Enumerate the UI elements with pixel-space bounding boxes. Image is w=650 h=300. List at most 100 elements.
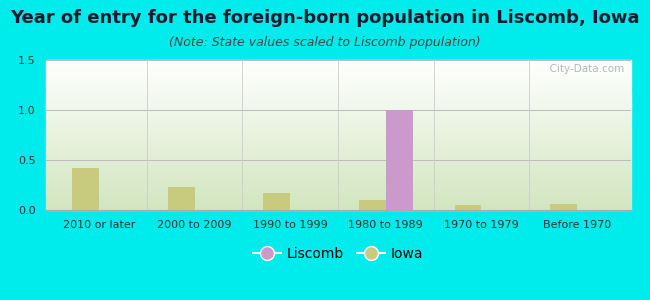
Bar [46, 202, 630, 203]
Bar [46, 184, 630, 185]
Bar [46, 96, 630, 97]
Bar [46, 92, 630, 93]
Bar [46, 199, 630, 200]
Bar [46, 76, 630, 77]
Bar [46, 127, 630, 128]
Bar [46, 85, 630, 86]
Bar [46, 201, 630, 202]
Bar [168, 187, 194, 210]
Bar [46, 204, 630, 205]
Bar [46, 148, 630, 149]
Bar [46, 179, 630, 180]
Bar [46, 165, 630, 166]
Bar [46, 151, 630, 152]
Bar [46, 107, 630, 108]
Bar [46, 116, 630, 117]
Bar [46, 202, 630, 203]
Bar [46, 129, 630, 130]
Bar [46, 177, 630, 178]
Bar [46, 136, 630, 137]
Bar [46, 81, 630, 82]
Bar [46, 74, 630, 75]
Bar [46, 99, 630, 100]
Bar [46, 143, 630, 144]
Bar [46, 118, 630, 119]
Bar [46, 113, 630, 114]
Bar [46, 168, 630, 169]
Bar [46, 171, 630, 172]
Bar [46, 70, 630, 71]
Bar [46, 156, 630, 157]
Bar [46, 93, 630, 94]
Bar [46, 181, 630, 182]
Bar [46, 72, 630, 73]
Bar [46, 66, 630, 67]
Bar [551, 204, 577, 210]
Bar [46, 200, 630, 201]
Bar [46, 125, 630, 126]
Bar [46, 197, 630, 198]
Bar [46, 64, 630, 65]
Bar [46, 82, 630, 83]
Bar [46, 62, 630, 63]
Bar [46, 83, 630, 84]
Bar [46, 98, 630, 99]
Bar [46, 135, 630, 136]
Bar [46, 84, 630, 85]
Bar [46, 106, 630, 107]
Bar [46, 154, 630, 155]
Bar [46, 104, 630, 105]
Bar [46, 110, 630, 111]
Bar [359, 200, 386, 210]
Bar [46, 152, 630, 153]
Bar [46, 142, 630, 143]
Bar [46, 192, 630, 193]
Bar [46, 169, 630, 170]
Bar [46, 102, 630, 103]
Bar [46, 122, 630, 123]
Bar [46, 68, 630, 69]
Bar [46, 160, 630, 161]
Bar [46, 91, 630, 92]
Bar [46, 126, 630, 127]
Bar [46, 158, 630, 159]
Bar [46, 161, 630, 162]
Bar [46, 134, 630, 135]
Text: City-Data.com: City-Data.com [543, 64, 625, 74]
Bar [46, 147, 630, 148]
Bar [46, 61, 630, 62]
Bar [46, 118, 630, 119]
Bar [46, 115, 630, 116]
Bar [46, 100, 630, 101]
Legend: Liscomb, Iowa: Liscomb, Iowa [247, 241, 429, 266]
Bar [46, 144, 630, 145]
Bar [386, 110, 413, 210]
Bar [46, 108, 630, 109]
Bar [46, 183, 630, 184]
Bar [46, 167, 630, 168]
Bar [46, 69, 630, 70]
Bar [46, 207, 630, 208]
Bar [46, 163, 630, 164]
Bar [46, 203, 630, 204]
Bar [46, 97, 630, 98]
Bar [46, 112, 630, 113]
Bar [46, 173, 630, 174]
Bar [46, 187, 630, 188]
Bar [46, 133, 630, 134]
Bar [46, 137, 630, 138]
Bar [46, 189, 630, 190]
Bar [46, 155, 630, 156]
Bar [46, 120, 630, 121]
Bar [46, 67, 630, 68]
Bar [46, 182, 630, 183]
Bar [46, 185, 630, 186]
Bar [46, 95, 630, 96]
Bar [46, 86, 630, 87]
Bar [46, 146, 630, 147]
Bar [46, 79, 630, 80]
Bar [46, 172, 630, 173]
Bar [46, 162, 630, 163]
Bar [46, 100, 630, 101]
Bar [46, 150, 630, 151]
